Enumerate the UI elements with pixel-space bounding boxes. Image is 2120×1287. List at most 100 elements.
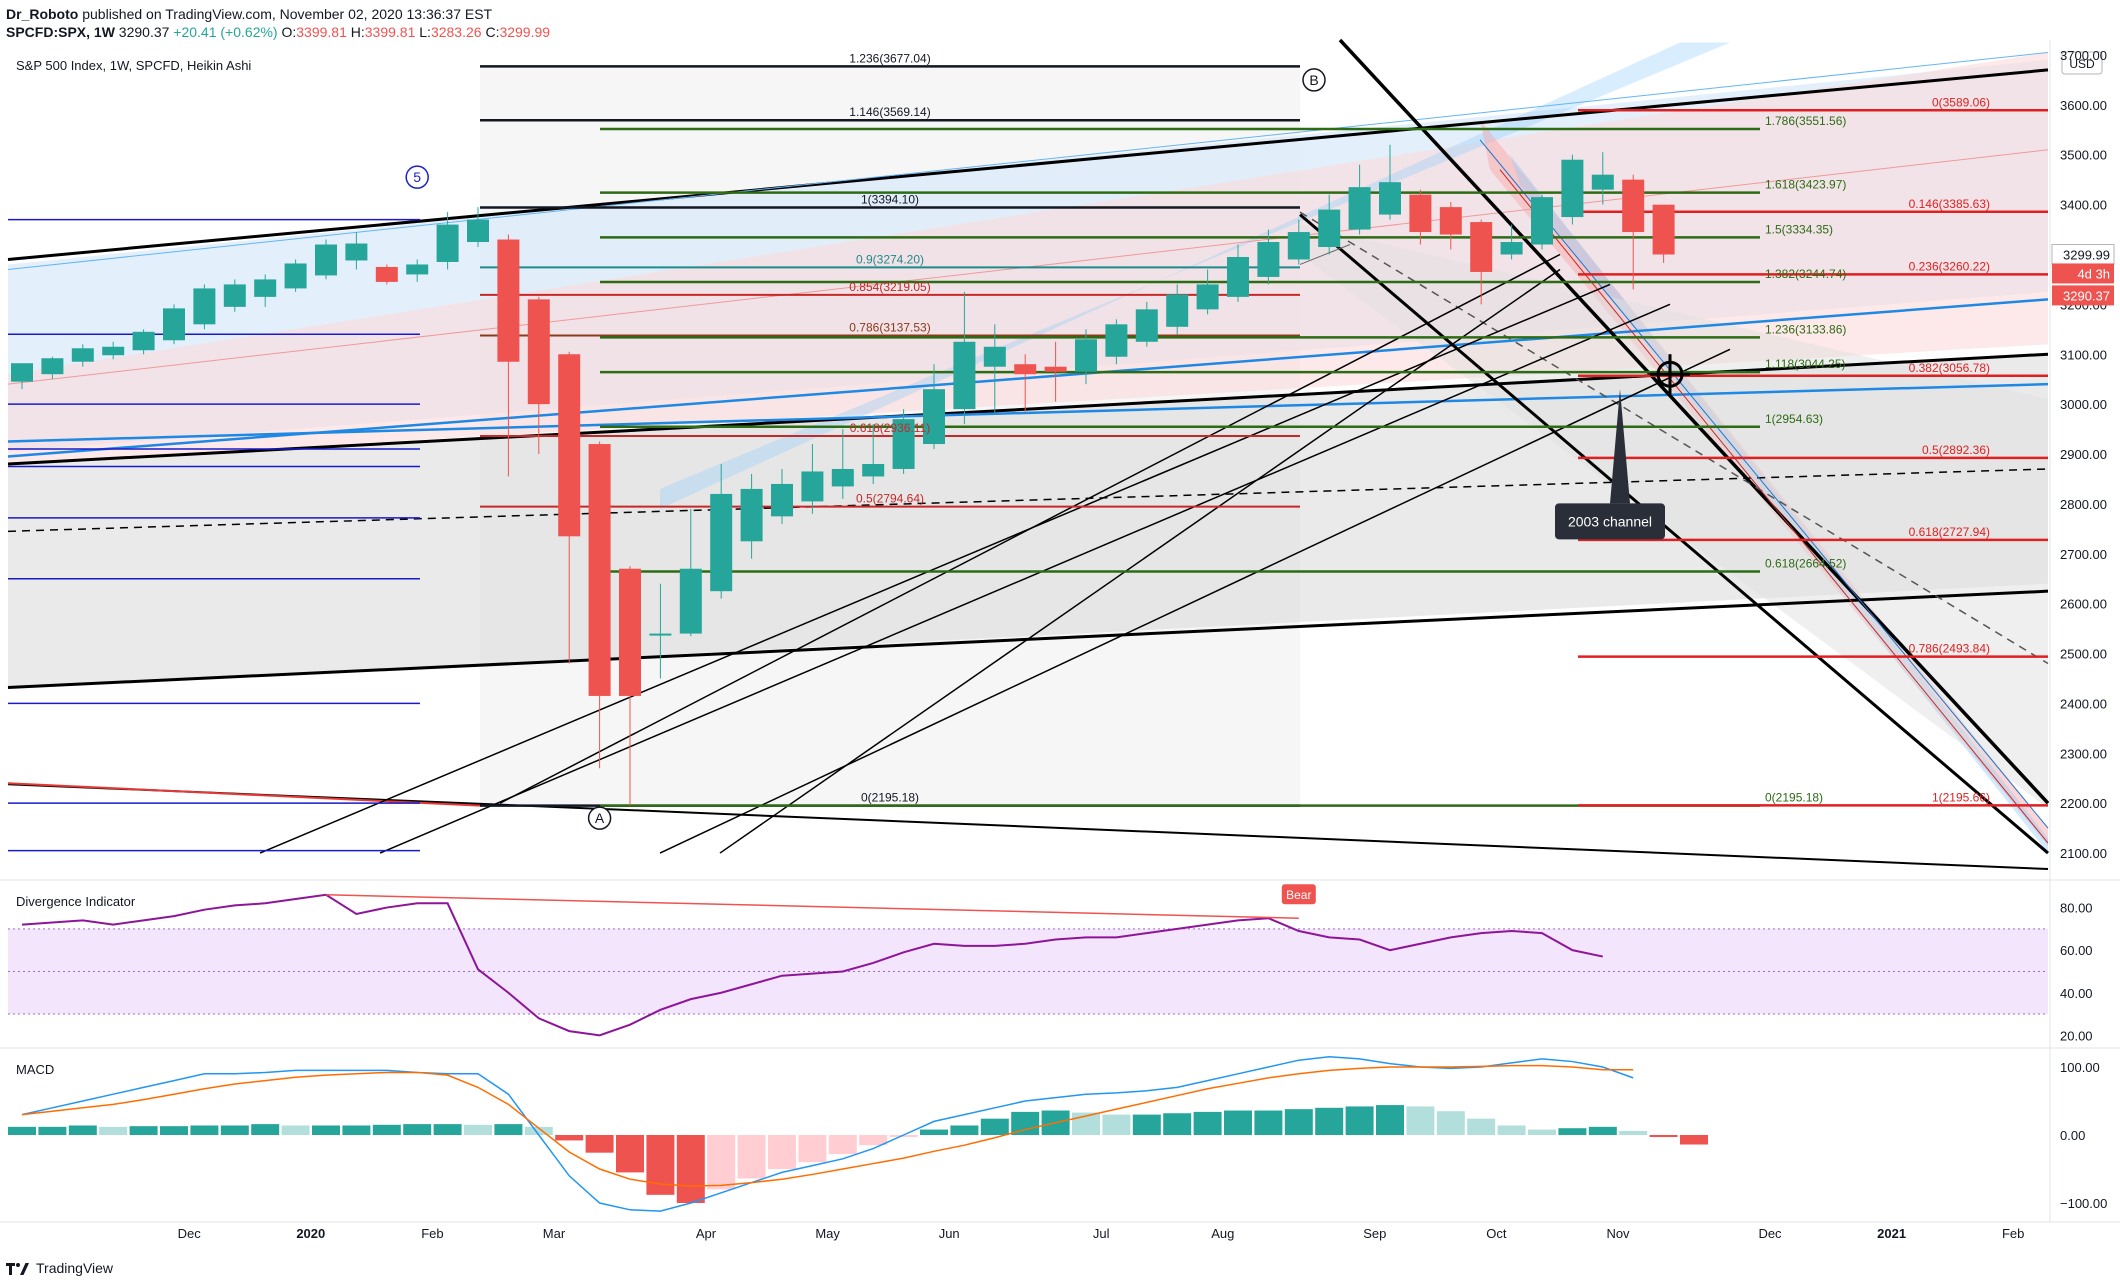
macd-histogram-bar xyxy=(1680,1135,1708,1145)
callout-pointer xyxy=(1610,389,1630,504)
trend-line-dashed xyxy=(7,468,2049,533)
price-label-text: 4d 3h xyxy=(2077,266,2110,281)
price-tick-label: 2700.00 xyxy=(2060,547,2107,562)
candle-body xyxy=(1561,159,1584,218)
macd-histogram-bar xyxy=(1345,1106,1374,1135)
divergence-tick-label: 20.00 xyxy=(2060,1028,2093,1043)
downtrend-line xyxy=(1479,139,2049,829)
candle-body xyxy=(254,279,277,297)
wave-label-circle xyxy=(1302,68,1326,92)
divergence-pane-title: Divergence Indicator xyxy=(16,894,136,909)
fib-level-label: 0.618(2936.11) xyxy=(850,421,931,435)
candle-body xyxy=(892,419,915,469)
candle-body xyxy=(1318,209,1341,248)
candle-body xyxy=(11,363,33,382)
fib-level-label: 0.854(3219.05) xyxy=(849,280,930,294)
candle-body xyxy=(497,239,520,362)
price-axis[interactable]: USD 2100.00 2200.00 2300.00 2400.00 2500.00 26… xyxy=(2051,48,2115,861)
candle-body xyxy=(1348,187,1371,230)
high-label: H: xyxy=(350,24,365,40)
macd-histogram-bar xyxy=(494,1124,523,1135)
fan-line xyxy=(659,348,1731,854)
fan-line xyxy=(1299,244,1351,265)
footer-brand[interactable]: TradingView xyxy=(6,1260,113,1276)
time-tick-label: Feb xyxy=(2002,1226,2024,1241)
macd-histogram-bar xyxy=(68,1125,97,1135)
macd-histogram-bar xyxy=(251,1124,280,1135)
macd-histogram-bar xyxy=(1497,1125,1526,1135)
divergence-line xyxy=(21,893,1604,1037)
candle-body xyxy=(862,463,885,477)
price-tick-label: 2200.00 xyxy=(2060,796,2107,811)
macd-histogram-bar xyxy=(585,1135,614,1153)
macd-histogram-bar xyxy=(1619,1130,1648,1135)
wave-label: A xyxy=(595,810,605,826)
candle-body xyxy=(1439,207,1462,235)
fib-extension-label: 0(2195.18) xyxy=(1765,791,1823,805)
macd-histogram-bar xyxy=(312,1125,340,1135)
published-text: published on TradingView.com, November 0… xyxy=(82,6,493,22)
open-label: O: xyxy=(281,24,297,40)
price-tick-label: 2900.00 xyxy=(2060,447,2107,462)
price-tick-label: 3700.00 xyxy=(2060,48,2107,63)
macd-histogram-bar xyxy=(950,1125,979,1135)
fib-level-label: 0.5(2794.64) xyxy=(856,492,924,506)
candle-body xyxy=(771,483,793,517)
fib-extension-label: 1.118(3044.25) xyxy=(1765,357,1846,371)
time-axis[interactable]: Dec 2020 Feb Mar Apr May Jun Jul Aug Sep Oct Nov Dec… xyxy=(178,1226,2025,1241)
fib-retracement-label: 0.236(3260.22) xyxy=(1909,259,1990,273)
macd-histogram-bar xyxy=(403,1124,432,1135)
fan-line xyxy=(719,268,1561,854)
trend-line xyxy=(7,68,2049,261)
macd-histogram-bar xyxy=(676,1135,705,1203)
candle-body xyxy=(1227,256,1249,297)
macd-histogram-bar xyxy=(1254,1110,1283,1135)
time-tick-label: 2020 xyxy=(296,1226,325,1241)
time-tick-label: Mar xyxy=(543,1226,566,1241)
callout-text: 2003 channel xyxy=(1568,513,1652,529)
currency-label: USD xyxy=(2069,57,2095,71)
candle-body xyxy=(1379,182,1401,215)
candle-body xyxy=(1257,242,1280,277)
price-tick-label: 2400.00 xyxy=(2060,696,2107,711)
price-tick-label: 2600.00 xyxy=(2060,597,2107,612)
currency-badge xyxy=(2061,51,2103,75)
open-value: 3399.81 xyxy=(296,24,347,40)
tradingview-logo-icon xyxy=(6,1261,30,1275)
macd-histogram-bar xyxy=(1132,1114,1161,1135)
candle-body xyxy=(710,493,733,592)
symbol-name[interactable]: SPCFD:SPX, 1W xyxy=(6,24,115,40)
trend-line xyxy=(7,298,2049,458)
macd-histogram-bar xyxy=(1436,1111,1465,1135)
macd-histogram-bar xyxy=(1376,1105,1404,1135)
fib-extension-label: 1.382(3244.74) xyxy=(1765,267,1846,281)
candle-body xyxy=(1409,194,1432,233)
macd-histogram-bar xyxy=(1528,1129,1556,1135)
price-tick-label: 2500.00 xyxy=(2060,647,2107,662)
macd-pane: MACD 100.00 0.00 −100.00 xyxy=(8,1056,2107,1212)
author-name[interactable]: Dr_Roboto xyxy=(6,6,79,22)
price-label-text: 3290.37 xyxy=(2063,288,2110,303)
macd-histogram-bar xyxy=(281,1125,310,1135)
candle-body xyxy=(953,341,976,410)
trend-line xyxy=(7,382,2049,443)
candle-body xyxy=(1014,364,1037,375)
publisher-line: Dr_Roboto published on TradingView.com, … xyxy=(6,6,492,22)
macd-pane-title: MACD xyxy=(16,1062,54,1077)
candle-body xyxy=(223,284,246,307)
fib-level-label: 1(3394.10) xyxy=(861,193,919,207)
candle-body xyxy=(1166,294,1189,327)
macd-histogram-bar xyxy=(889,1135,918,1138)
high-value: 3399.81 xyxy=(364,24,416,40)
macd-line xyxy=(21,1056,1634,1212)
fib-extension-label: 1(2954.63) xyxy=(1765,412,1823,426)
downtrend-line xyxy=(1338,38,2050,805)
fib-extension-label: 1.5(3334.35) xyxy=(1765,222,1833,236)
candle-body xyxy=(923,389,945,445)
candle-body xyxy=(315,244,337,276)
time-tick-label: Sep xyxy=(1363,1226,1386,1241)
fib-retracement-label: 0.5(2892.36) xyxy=(1922,443,1990,457)
time-tick-label: Jul xyxy=(1093,1226,1110,1241)
price-tick-label: 2300.00 xyxy=(2060,746,2107,761)
